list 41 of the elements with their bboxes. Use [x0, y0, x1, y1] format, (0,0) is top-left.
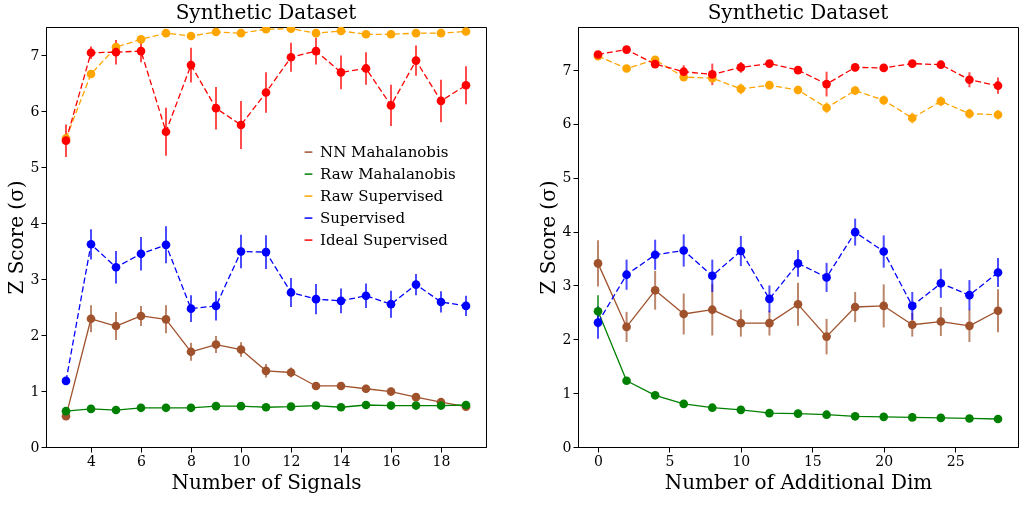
legend-label: Ideal Supervised	[320, 231, 449, 250]
x-tick-label: 4	[87, 452, 97, 469]
x-tick-label: 20	[875, 452, 894, 469]
y-tick-label: 7	[30, 46, 40, 63]
y-tick-label: 6	[30, 102, 40, 119]
y-tick-label: 3	[562, 276, 572, 293]
y-tick-label: 5	[562, 169, 572, 186]
legend-label: Supervised	[320, 209, 406, 228]
legend-label: NN Mahalanobis	[320, 143, 449, 162]
x-tick-label: 16	[382, 452, 401, 469]
y-tick-label: 5	[30, 158, 40, 175]
y-tick-label: 3	[30, 270, 40, 287]
chart-title: Synthetic Dataset	[707, 0, 889, 24]
y-tick-label: 0	[30, 438, 40, 455]
y-axis-title: Z Score (σ)	[3, 180, 28, 295]
y-tick-label: 1	[30, 382, 40, 399]
x-tick-label: 10	[732, 452, 751, 469]
x-tick-label: 15	[803, 452, 822, 469]
x-tick-label: 18	[432, 452, 451, 469]
legend-label: Raw Mahalanobis	[320, 165, 456, 184]
y-tick-label: 4	[562, 223, 572, 240]
x-tick-label: 25	[946, 452, 965, 469]
x-tick-label: 6	[137, 452, 147, 469]
x-tick-label: 0	[594, 452, 603, 469]
y-tick-label: 2	[30, 326, 40, 343]
y-tick-label: 4	[30, 214, 40, 231]
legend-label: Raw Supervised	[320, 187, 444, 206]
chart-title: Synthetic Dataset	[175, 0, 357, 24]
x-axis-title: Number of Signals	[171, 469, 362, 494]
y-tick-label: 1	[562, 384, 572, 401]
x-tick-label: 12	[282, 452, 301, 469]
x-tick-label: 5	[665, 452, 675, 469]
y-tick-label: 7	[562, 61, 572, 78]
y-tick-label: 6	[562, 115, 572, 132]
y-tick-label: 0	[562, 438, 572, 455]
x-tick-label: 10	[232, 452, 251, 469]
y-axis-title: Z Score (σ)	[535, 180, 560, 295]
x-tick-label: 14	[332, 452, 351, 469]
y-tick-label: 2	[562, 330, 572, 347]
x-axis-title: Number of Additional Dim	[664, 469, 933, 494]
x-tick-label: 8	[187, 452, 196, 469]
